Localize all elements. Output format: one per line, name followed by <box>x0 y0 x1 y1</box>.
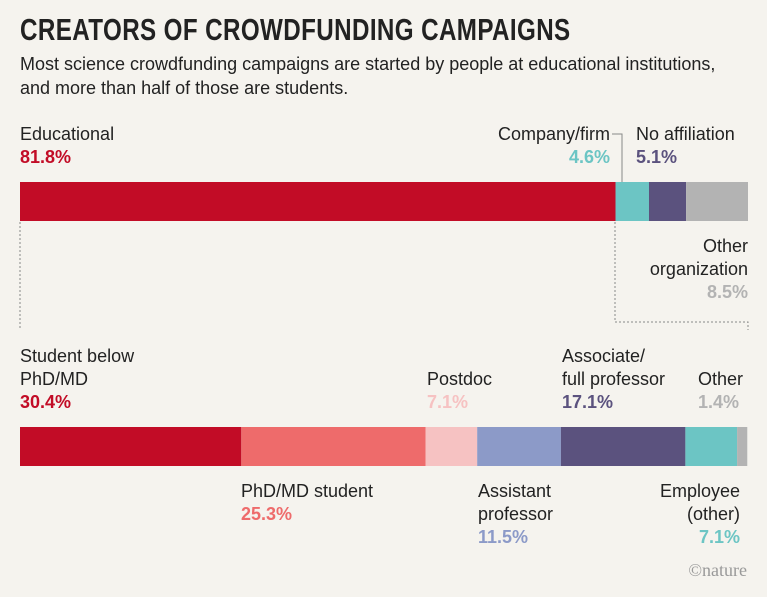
legend-name: Assistant professor <box>478 481 554 524</box>
segment-label: Other organization 8.5% <box>650 235 748 304</box>
bar-segment <box>241 427 426 466</box>
value-label: 25.3% <box>241 504 293 524</box>
value-label: 1.4% <box>698 392 740 412</box>
bar-segment <box>686 182 748 221</box>
bar-segment <box>615 182 649 221</box>
legend-name: Postdoc <box>427 369 493 389</box>
bar-segment <box>477 427 561 466</box>
bar-segment <box>685 427 738 466</box>
segment-label: Educational 81.8% <box>20 123 114 169</box>
value-label: 8.5% <box>706 282 748 302</box>
legend-name: Other organization <box>649 236 748 279</box>
value-label: 7.1% <box>427 392 469 412</box>
value-label: 5.1% <box>636 147 678 167</box>
bar-segment <box>560 427 686 466</box>
segment-label: Student below PhD/MD 30.4% <box>20 345 134 414</box>
segment-label: Postdoc 7.1% <box>427 368 492 414</box>
legend-name: PhD/MD student <box>241 481 374 501</box>
credit: ©nature <box>688 560 747 580</box>
leader-line <box>612 133 623 182</box>
bar-segment <box>425 427 478 466</box>
legend-name: Associate/ full professor <box>562 346 666 389</box>
value-label: 11.5% <box>478 527 529 547</box>
segment-label: No affiliation 5.1% <box>636 123 735 169</box>
bar-segment <box>20 427 242 466</box>
subtitle: Most science crowdfunding campaigns are … <box>20 54 716 98</box>
legend-name: Student below PhD/MD <box>20 346 135 389</box>
legend-name: No affiliation <box>636 124 735 144</box>
value-label: 17.1% <box>562 392 614 412</box>
value-label: 4.6% <box>568 147 610 167</box>
legend-name: Company/firm <box>497 124 610 144</box>
bar-segment <box>20 182 616 221</box>
connector <box>19 222 749 330</box>
bar-segment <box>648 182 687 221</box>
value-label: 30.4% <box>20 392 72 412</box>
legend-name: Other <box>698 369 744 389</box>
legend-name: Employee (other) <box>659 481 740 524</box>
segment-label: Assistant professor 11.5% <box>478 480 553 549</box>
segment-label: PhD/MD student 25.3% <box>241 480 373 526</box>
segment-label: Associate/ full professor 17.1% <box>562 345 665 414</box>
value-label: 7.1% <box>698 527 740 547</box>
segment-label: Other 1.4% <box>698 368 743 414</box>
legend-name: Educational <box>20 124 115 144</box>
title: CREATORS OF CROWDFUNDING CAMPAIGNS <box>20 12 571 47</box>
segment-label: Employee (other) 7.1% <box>660 480 740 549</box>
segment-label: Company/firm 4.6% <box>498 123 610 169</box>
value-label: 81.8% <box>20 147 72 167</box>
bar-segment <box>737 427 748 466</box>
